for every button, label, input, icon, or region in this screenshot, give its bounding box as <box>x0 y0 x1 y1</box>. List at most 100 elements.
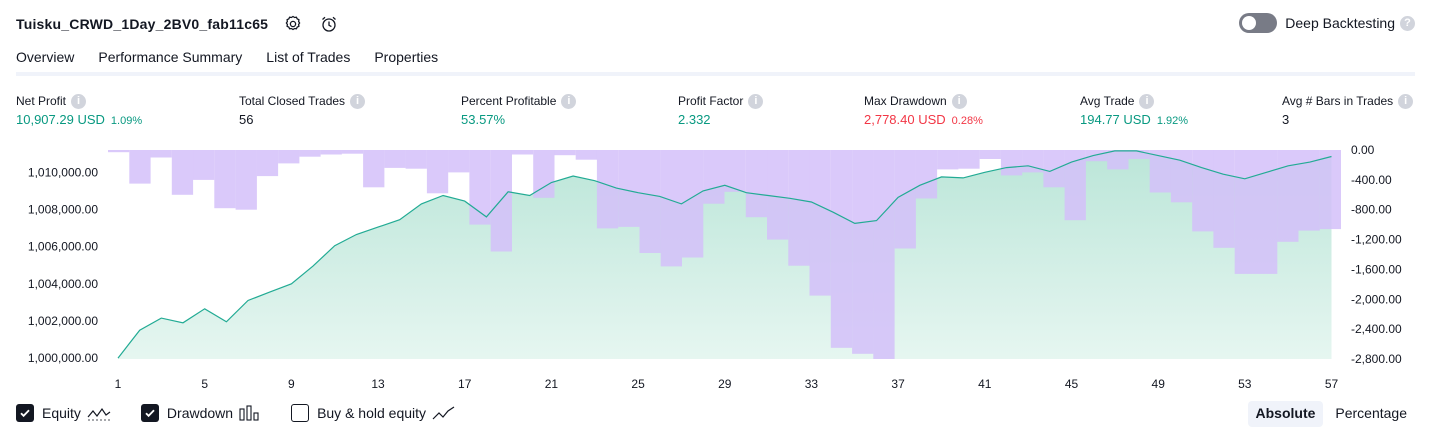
x-axis-tick: 41 <box>978 377 992 391</box>
metric-value: 56 <box>239 112 254 127</box>
legend-equity[interactable]: Equity <box>16 404 111 422</box>
absolute-button[interactable]: Absolute <box>1247 401 1324 427</box>
drawdown-bar <box>341 150 364 154</box>
drawdown-bar <box>979 150 1001 159</box>
tab-divider <box>16 72 1415 76</box>
drawdown-bar <box>618 150 640 227</box>
buy-hold-line-icon <box>432 405 456 421</box>
x-axis-tick: 53 <box>1238 377 1252 391</box>
drawdown-bar <box>958 150 980 169</box>
drawdown-bar <box>1298 150 1320 231</box>
drawdown-bar <box>703 150 725 204</box>
metric-label: Max Drawdown <box>864 94 947 108</box>
legend-drawdown[interactable]: Drawdown <box>140 404 261 422</box>
equity-area <box>118 150 1332 359</box>
x-axis-tick: 25 <box>631 377 645 391</box>
metric-total-closed-trades: Total Closed Trades i 56 <box>239 92 366 132</box>
info-icon[interactable]: i <box>1139 93 1155 109</box>
drawdown-bar <box>788 150 810 266</box>
drawdown-bar <box>1000 150 1023 176</box>
right-axis-tick: -2,000.00 <box>1351 292 1402 306</box>
metric-value: 10,907.29 USD <box>16 112 105 127</box>
drawdown-bar <box>533 150 555 198</box>
drawdown-bar <box>639 150 661 253</box>
drawdown-bar <box>1213 150 1235 248</box>
metric-value: 3 <box>1282 112 1290 127</box>
drawdown-bar <box>235 150 257 210</box>
drawdown-bar <box>193 150 215 180</box>
left-axis-tick: 1,000,000.00 <box>28 351 98 365</box>
drawdown-bar <box>724 150 746 192</box>
info-icon[interactable]: i <box>350 93 366 109</box>
left-axis-tick: 1,010,000.00 <box>28 165 98 179</box>
x-axis-tick: 17 <box>458 377 472 391</box>
drawdown-bar <box>1256 150 1278 274</box>
help-icon[interactable]: ? <box>1400 15 1415 31</box>
drawdown-bar <box>1277 150 1299 242</box>
legend-drawdown-label: Drawdown <box>166 405 234 421</box>
equity-checkbox[interactable] <box>16 404 34 422</box>
drawdown-bar <box>278 150 300 164</box>
info-icon[interactable]: i <box>951 93 967 109</box>
deep-backtesting-toggle[interactable] <box>1239 13 1278 33</box>
drawdown-bar <box>660 150 682 267</box>
legend-buy-hold-equity[interactable]: Buy & hold equity <box>291 404 456 422</box>
drawdown-bar <box>384 150 406 168</box>
metric-value: 2.332 <box>678 112 711 127</box>
drawdown-bar <box>108 150 130 153</box>
metric-label: Avg # Bars in Trades <box>1282 94 1394 108</box>
equity-drawdown-chart[interactable]: 1,000,000.00 1,002,000.00 1,004,000.00 1,00… <box>0 140 1431 398</box>
left-axis-tick: 1,002,000.00 <box>28 314 98 328</box>
buy-hold-checkbox[interactable] <box>291 404 310 422</box>
settings-gear-icon[interactable] <box>282 13 304 35</box>
drawdown-bar <box>150 150 172 158</box>
drawdown-bars-icon <box>239 405 261 421</box>
drawdown-bar <box>1149 150 1171 193</box>
drawdown-bar <box>1064 150 1086 221</box>
percentage-button[interactable]: Percentage <box>1335 405 1407 421</box>
drawdown-bar <box>830 150 853 348</box>
right-axis-tick: -2,400.00 <box>1351 322 1402 336</box>
deep-backtesting-label: Deep Backtesting <box>1285 15 1395 31</box>
metric-label: Total Closed Trades <box>239 94 346 108</box>
alarm-clock-icon[interactable] <box>318 13 340 35</box>
x-axis-tick: 45 <box>1065 377 1079 391</box>
x-axis-tick: 5 <box>201 377 208 391</box>
drawdown-bar <box>469 150 491 225</box>
drawdown-bar <box>767 150 789 240</box>
drawdown-bar <box>511 150 534 155</box>
metric-percent: 1.92% <box>1156 115 1189 127</box>
x-axis-tick: 9 <box>288 377 295 391</box>
tab-performance-summary[interactable]: Performance Summary <box>98 49 243 65</box>
info-icon[interactable]: i <box>1398 93 1414 109</box>
tab-properties[interactable]: Properties <box>374 49 439 65</box>
drawdown-bar <box>363 150 385 188</box>
info-icon[interactable]: i <box>71 93 87 109</box>
drawdown-bar <box>873 150 895 359</box>
tab-list-of-trades[interactable]: List of Trades <box>266 49 351 65</box>
info-icon[interactable]: i <box>748 93 764 109</box>
toggle-knob <box>1242 16 1257 30</box>
drawdown-bar <box>448 150 470 173</box>
tab-bar: Overview Performance Summary List of Tra… <box>16 44 462 76</box>
drawdown-bar <box>214 150 236 209</box>
metric-avg-bars-in-trades: Avg # Bars in Trades i 3 <box>1282 92 1414 132</box>
metric-avg-trade: Avg Trade i 194.77 USD 1.92% <box>1080 92 1188 132</box>
info-icon[interactable]: i <box>561 93 577 109</box>
right-axis-tick: 0.00 <box>1351 143 1375 157</box>
drawdown-bar <box>852 150 874 354</box>
drawdown-bar <box>1234 150 1256 274</box>
drawdown-bar <box>171 150 194 195</box>
right-axis-tick: -1,200.00 <box>1351 233 1402 247</box>
drawdown-checkbox[interactable] <box>140 404 159 422</box>
metric-percent: 1.09% <box>110 115 143 127</box>
drawdown-bar <box>1128 150 1150 159</box>
x-axis-tick: 33 <box>805 377 819 391</box>
drawdown-bar <box>575 150 597 160</box>
drawdown-bar <box>682 150 704 258</box>
metric-value: 53.57% <box>461 112 506 127</box>
metric-label: Avg Trade <box>1080 94 1135 108</box>
drawdown-bar <box>320 150 342 155</box>
metric-net-profit: Net Profit i 10,907.29 USD 1.09% <box>16 92 142 132</box>
right-axis-tick: -2,800.00 <box>1351 352 1402 366</box>
